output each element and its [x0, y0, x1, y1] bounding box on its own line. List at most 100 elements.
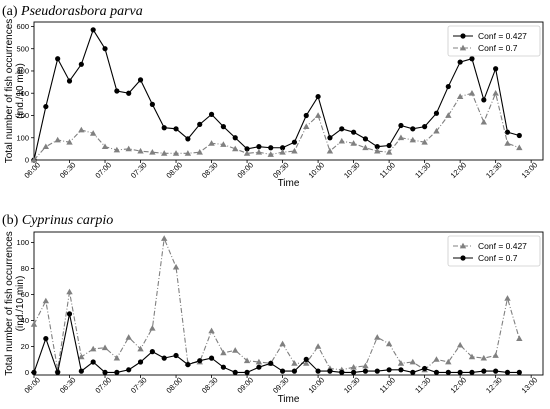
data-point [493, 66, 499, 72]
x-tick-label: 07:00 [93, 160, 113, 180]
data-point [172, 263, 180, 270]
data-point [291, 147, 298, 154]
data-point [126, 367, 132, 373]
data-point [126, 90, 132, 96]
data-point [114, 88, 120, 94]
data-point [374, 147, 381, 154]
data-point [256, 144, 262, 150]
data-point [66, 288, 73, 295]
x-tick-label: 08:00 [164, 375, 184, 395]
y-tick-label: 100 [16, 238, 29, 247]
chart-title: Pseudorasbora parva [20, 4, 143, 19]
data-point [197, 121, 203, 127]
y-tick-label: 500 [16, 44, 29, 53]
data-point [433, 356, 440, 362]
data-point [232, 347, 239, 353]
panel-prefix: (a) [2, 4, 21, 19]
data-point [409, 358, 416, 365]
data-point [457, 369, 463, 375]
legend-marker [459, 44, 467, 51]
data-point [480, 118, 488, 125]
chart-title: Cyprinus carpio [22, 213, 113, 228]
x-tick-label: 10:30 [342, 160, 362, 180]
data-point [374, 144, 380, 150]
data-point [220, 124, 226, 130]
x-tick-label: 08:30 [200, 160, 220, 180]
data-point [339, 126, 345, 132]
x-tick-label: 06:00 [22, 375, 42, 395]
data-point [102, 369, 108, 375]
y-tick-label: 0 [25, 156, 29, 165]
data-point [66, 311, 73, 317]
data-point [232, 369, 238, 375]
data-point [43, 336, 49, 342]
data-point [232, 135, 238, 141]
legend: Conf = 0.427 Conf = 0.7 [447, 25, 541, 57]
data-point [468, 353, 476, 360]
data-point [55, 56, 61, 62]
data-point [516, 369, 522, 375]
data-point [244, 146, 250, 152]
data-point [385, 149, 393, 155]
data-point [161, 235, 168, 241]
data-point [303, 123, 310, 130]
data-point [279, 368, 286, 374]
data-point [54, 136, 61, 143]
x-tick-label: 11:00 [378, 161, 397, 180]
data-point [303, 112, 309, 119]
data-point [90, 27, 96, 33]
data-point [516, 144, 523, 151]
y-tick-label: 80 [21, 264, 29, 273]
x-tick-label: 11:00 [378, 376, 397, 395]
data-point [101, 143, 109, 150]
x-tick-label: 10:00 [307, 160, 327, 180]
x-tick-label: 11:30 [413, 161, 432, 180]
chart-panel-a: (a) Pseudorasbora parva 0 100 200 300 400 500 6… [2, 4, 544, 189]
data-point [469, 56, 475, 62]
data-point [220, 141, 227, 147]
legend: Conf = 0.427 Conf = 0.7 [447, 235, 541, 267]
x-tick-label: 08:00 [164, 160, 184, 180]
data-point [149, 101, 155, 107]
y-axis-title: Total number of fish occurrences [4, 19, 15, 164]
data-point [480, 354, 488, 361]
data-point [173, 126, 179, 132]
data-point [244, 369, 250, 375]
panel-prefix: (b) [2, 213, 22, 228]
x-tick-label: 07:30 [129, 160, 149, 180]
data-point [197, 358, 203, 364]
data-point [410, 369, 416, 375]
data-point [397, 360, 405, 366]
data-point [232, 145, 239, 152]
data-point [303, 356, 309, 362]
data-point [481, 97, 487, 103]
data-point [78, 368, 84, 374]
data-point [362, 136, 369, 142]
y-axis-unit: (ind./10 min) [15, 276, 26, 332]
data-point [78, 126, 85, 133]
data-point [149, 349, 155, 355]
data-point [433, 127, 440, 134]
data-point [279, 149, 286, 155]
series-line [33, 28, 520, 161]
data-point [78, 353, 85, 360]
data-point [125, 334, 132, 340]
y-tick-label: 20 [21, 342, 29, 351]
data-point [89, 345, 97, 352]
series-2 [31, 311, 522, 375]
panel-label: (a) Pseudorasbora parva [2, 4, 143, 19]
data-point [504, 129, 511, 135]
data-point [421, 138, 428, 145]
data-point [208, 140, 215, 146]
data-point [362, 362, 369, 369]
data-point [102, 46, 108, 52]
x-tick-label: 11:30 [413, 376, 432, 395]
data-point [504, 295, 511, 301]
x-tick-label: 12:30 [484, 375, 504, 395]
data-point [208, 111, 215, 117]
y-tick-label: 40 [21, 316, 29, 325]
data-point [55, 369, 61, 375]
data-point [255, 358, 263, 365]
legend-marker [460, 33, 466, 39]
